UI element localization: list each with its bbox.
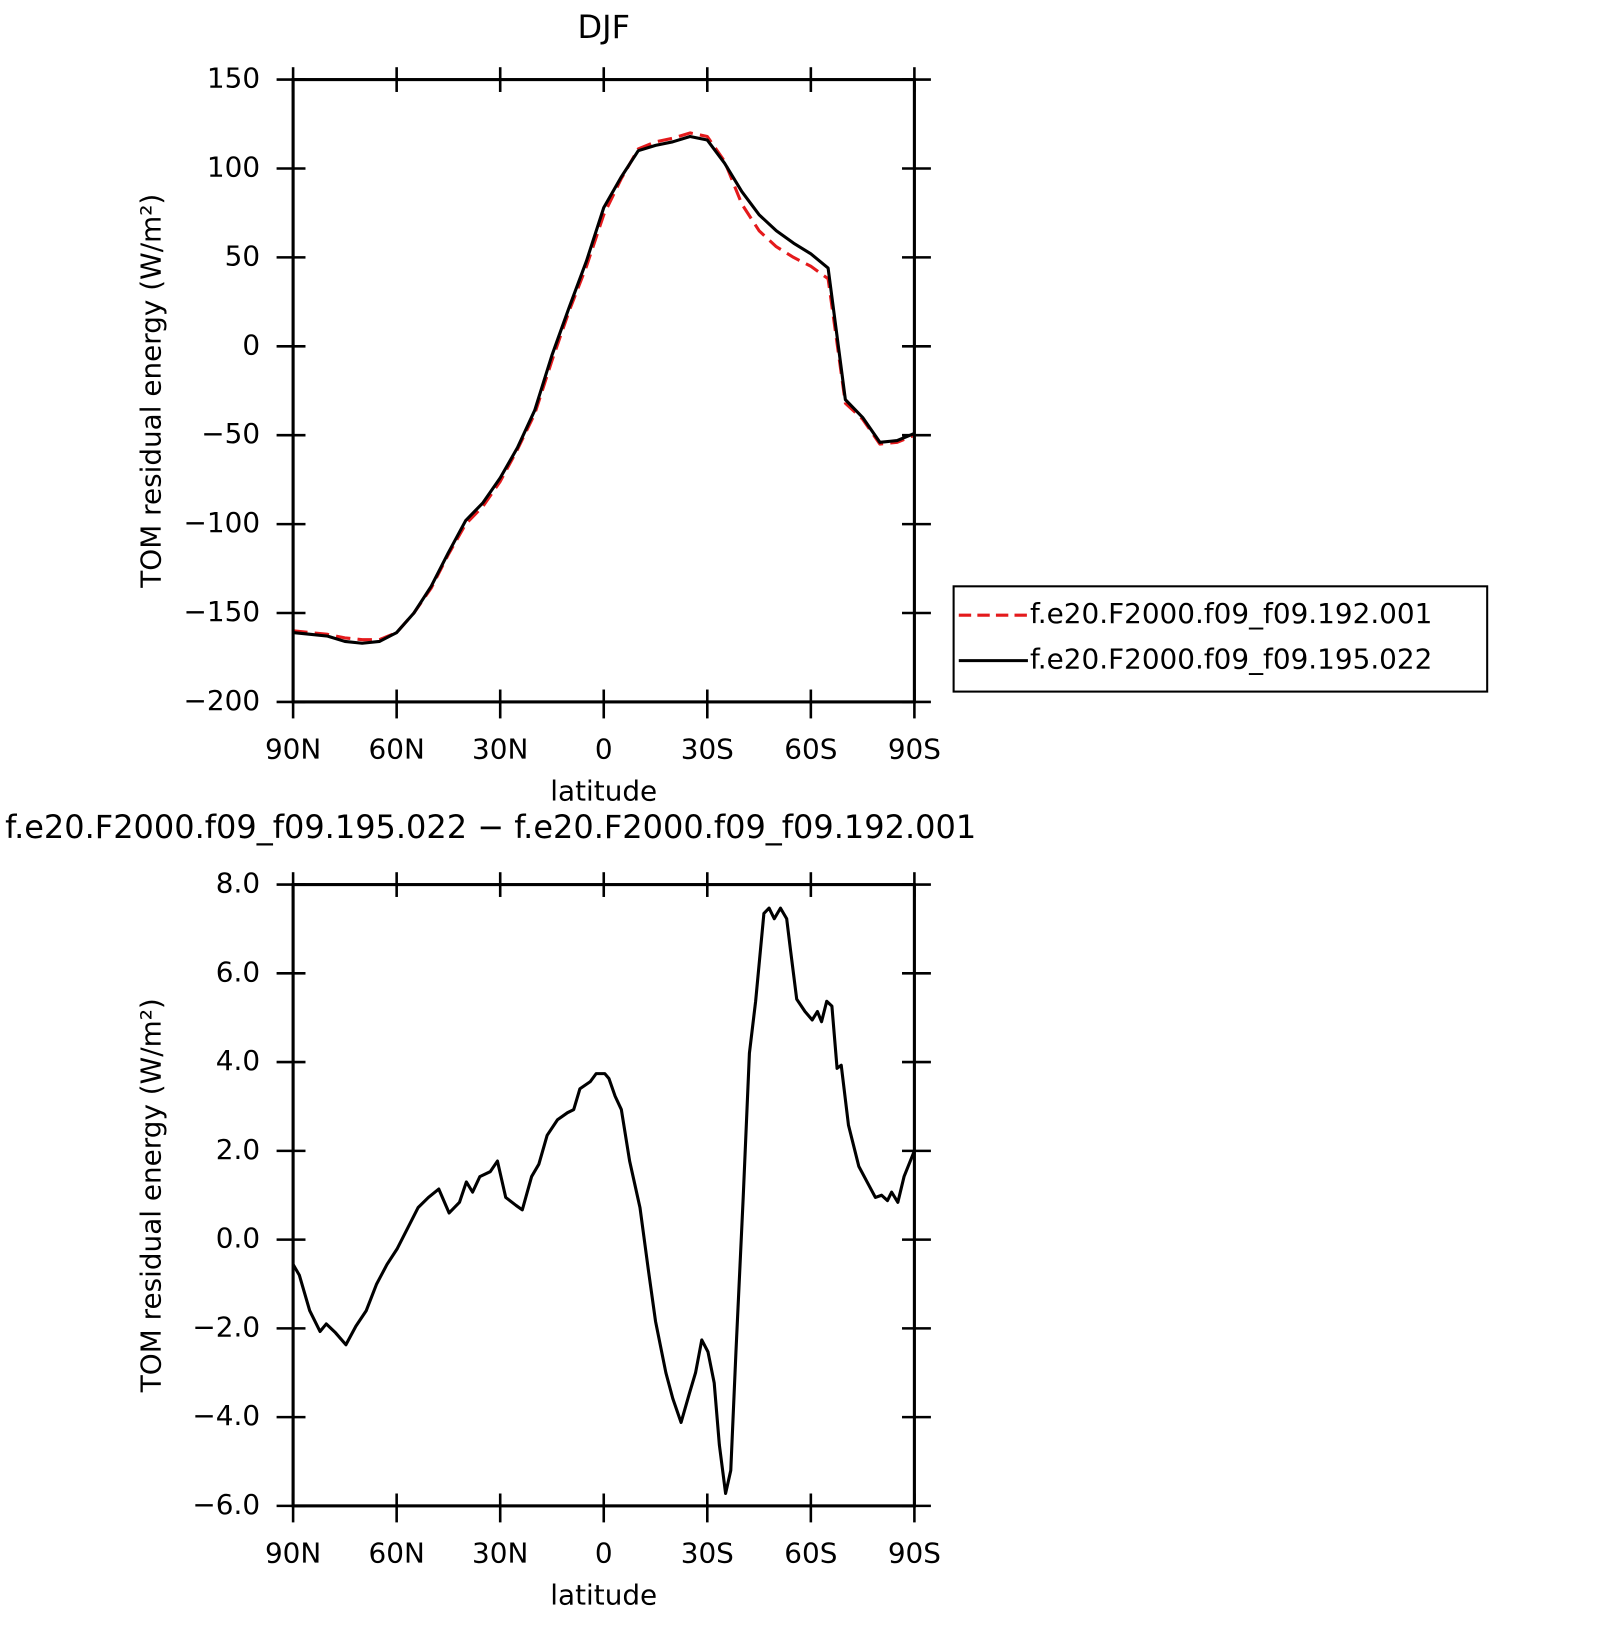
y-tick-label: −6.0 <box>192 1488 260 1521</box>
x-tick-label: 90S <box>888 1536 941 1569</box>
x-tick-label: 60N <box>369 1536 425 1569</box>
data-line <box>292 134 915 645</box>
x-tick-label: 30S <box>681 1536 734 1569</box>
y-tick-label: 0.0 <box>216 1222 260 1255</box>
x-tick-label: 90N <box>265 1536 321 1569</box>
y-tick-label: −2.0 <box>192 1310 260 1343</box>
y-tick-label: −150 <box>184 595 261 628</box>
y-tick-label: 8.0 <box>216 867 260 900</box>
x-tick-label: 30S <box>681 732 734 765</box>
legend-box <box>952 585 1489 693</box>
x-tick-label: 60S <box>784 1536 837 1569</box>
data-line <box>291 906 916 1496</box>
y-tick-label: −200 <box>184 684 261 717</box>
y-tick-label: −100 <box>184 506 261 539</box>
y-tick-label: 2.0 <box>216 1133 260 1166</box>
y-tick-label: 6.0 <box>216 955 260 988</box>
legend-label: f.e20.F2000.f09_f09.192.001 <box>1030 597 1432 630</box>
legend-label: f.e20.F2000.f09_f09.195.022 <box>1030 643 1432 676</box>
y-axis-label: TOM residual energy (W/m²) <box>135 998 168 1393</box>
x-tick-label: 0 <box>595 732 613 765</box>
x-tick-label: 60S <box>784 732 837 765</box>
plot-frame <box>291 883 916 1508</box>
y-tick-label: 50 <box>225 239 260 272</box>
data-line <box>292 131 915 642</box>
x-axis-label: latitude <box>550 775 657 808</box>
y-tick-label: 0 <box>242 328 260 361</box>
x-tick-label: 30N <box>472 732 528 765</box>
chart-title: DJF <box>578 8 630 46</box>
y-tick-label: 4.0 <box>216 1044 260 1077</box>
y-axis-label: TOM residual energy (W/m²) <box>135 194 168 589</box>
y-tick-label: −50 <box>201 417 260 450</box>
x-tick-label: 0 <box>595 1536 613 1569</box>
x-tick-label: 90N <box>265 732 321 765</box>
x-tick-label: 60N <box>369 732 425 765</box>
y-tick-label: −4.0 <box>192 1399 260 1432</box>
x-tick-label: 30N <box>472 1536 528 1569</box>
y-tick-label: 100 <box>207 150 260 183</box>
x-tick-label: 90S <box>888 732 941 765</box>
chart-title: f.e20.F2000.f09_f09.195.022 − f.e20.F200… <box>5 808 976 846</box>
plot-frame <box>291 78 916 704</box>
x-axis-label: latitude <box>550 1579 657 1612</box>
y-tick-label: 150 <box>207 62 260 95</box>
